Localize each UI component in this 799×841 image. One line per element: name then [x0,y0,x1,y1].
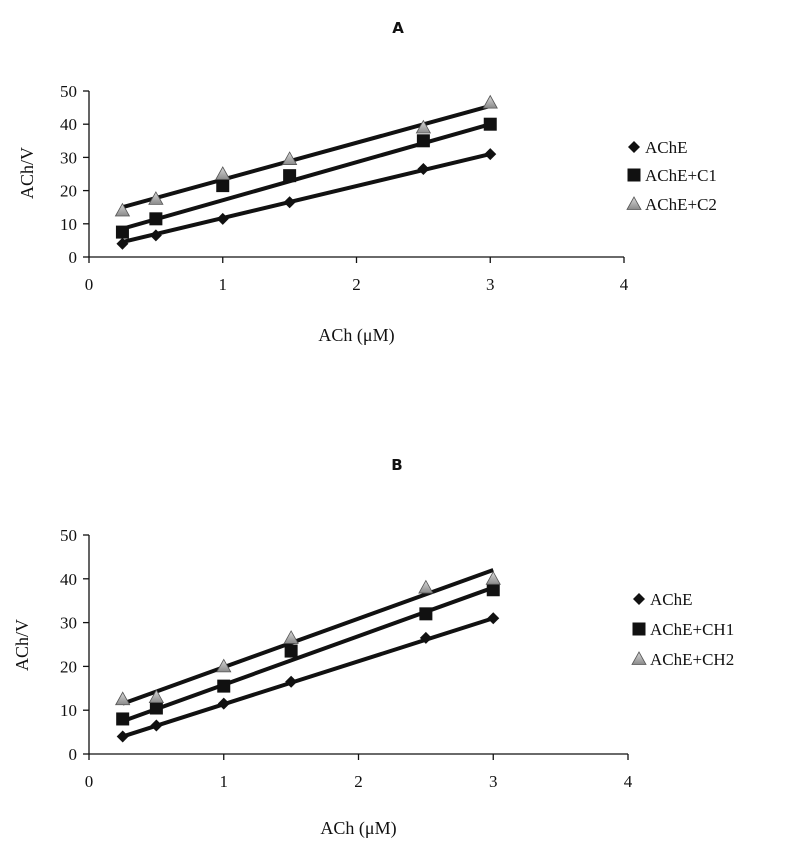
x-axis-label: ACh (μM) [318,325,394,346]
data-point [216,212,229,225]
y-tick-label: 50 [60,526,77,545]
data-point [483,117,497,131]
series-ache-plus-c2 [114,94,498,217]
x-tick-label: 2 [352,275,361,294]
legend-label: AChE [645,138,688,157]
data-point [283,630,299,644]
x-tick-label: 1 [219,275,228,294]
data-point [150,719,163,732]
legend-label: AChE+C1 [645,166,717,185]
trend-line [122,585,494,724]
legend-marker [627,168,641,182]
legend-label: AChE [650,590,693,609]
y-axis-label: ACh/V [12,619,32,671]
y-tick-label: 10 [60,701,77,720]
y-tick-label: 20 [60,657,77,676]
data-point [482,94,498,109]
legend-label: AChE+C2 [645,195,717,214]
x-tick-label: 3 [489,772,498,791]
chart-panel-a: A 0 10 20 30 40 50 0 1 2 3 4 ACh (μM) ACh/V AChE AChE+C… [17,19,717,346]
y-tick-label: 30 [60,148,77,167]
data-point [283,196,296,209]
trend-line [121,122,491,231]
legend-marker [633,593,645,605]
data-point [116,730,129,743]
data-point [281,151,298,165]
chart-title: A [392,19,404,37]
data-point [283,169,297,183]
y-tick-label: 50 [60,82,77,101]
data-point [148,689,165,703]
data-point [116,237,129,250]
data-point [487,612,500,625]
legend-marker [632,622,646,636]
x-tick-label: 4 [624,772,633,791]
data-point [419,631,432,644]
x-tick-label: 4 [620,275,629,294]
x-tick-label: 1 [220,772,229,791]
data-point [216,658,232,673]
series-ache [116,612,500,743]
data-point [115,225,129,239]
legend: AChE AChE+CH1 AChE+CH2 [631,590,734,669]
data-point [149,229,162,242]
data-point [284,644,298,658]
x-tick-label: 0 [85,772,94,791]
y-tick-label: 0 [69,745,78,764]
data-point [149,701,163,715]
y-axis-label: ACh/V [17,147,37,199]
y-tick-label: 20 [60,182,77,201]
series-ache-plus-c1 [115,117,497,239]
x-tick-label: 2 [354,772,363,791]
data-point [418,579,434,594]
x-tick-label: 3 [486,275,495,294]
legend-marker [631,651,647,665]
series-ache-plus-ch1 [116,583,500,726]
series-ache [116,148,497,250]
data-point [419,607,433,621]
y-tick-label: 10 [60,215,77,234]
data-point [415,119,432,134]
data-point [285,675,298,688]
data-point [114,202,131,217]
data-point [217,679,231,693]
trend-line [121,104,491,210]
data-point [148,191,164,205]
data-point [486,583,500,597]
y-tick-label: 30 [60,614,77,633]
x-tick-label: 0 [85,275,94,294]
series-ache-plus-ch2 [115,568,501,706]
y-tick-label: 40 [60,115,77,134]
legend: AChE AChE+C1 AChE+C2 [626,138,717,214]
data-point [217,697,230,710]
data-point [215,166,231,180]
data-point [417,163,430,176]
y-tick-label: 0 [69,248,78,267]
legend-marker [626,196,642,210]
y-tick-label: 40 [60,570,77,589]
x-axis-label: ACh (μM) [320,818,396,839]
data-point [484,148,497,161]
legend-label: AChE+CH2 [650,650,734,669]
data-point [416,134,430,148]
chart-panel-b: B 0 10 20 30 40 50 0 1 2 3 4 ACh (μM) ACh/V AChE AChE+C… [12,456,734,839]
data-point [149,212,163,226]
data-point [485,570,501,585]
legend-marker [628,141,640,153]
chart-title: B [391,456,402,474]
trend-line [121,152,491,245]
data-point [116,712,130,726]
legend-label: AChE+CH1 [650,620,734,639]
data-point [115,691,131,706]
